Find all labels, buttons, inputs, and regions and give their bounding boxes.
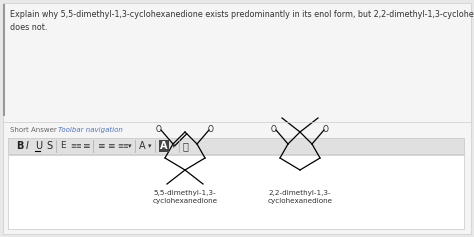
Text: E: E <box>60 141 65 150</box>
Text: U: U <box>35 141 42 151</box>
Bar <box>8 155 464 229</box>
Text: O: O <box>208 124 214 133</box>
Text: O: O <box>323 124 329 133</box>
Text: Short Answer: Short Answer <box>10 127 57 133</box>
Text: ≡: ≡ <box>82 141 90 150</box>
Text: 5,5-dimethyl-1,3-
cyclohexanedione: 5,5-dimethyl-1,3- cyclohexanedione <box>153 190 218 204</box>
Text: ≡: ≡ <box>97 141 104 150</box>
Text: O: O <box>271 124 277 133</box>
Text: I: I <box>26 141 29 151</box>
FancyBboxPatch shape <box>3 3 471 234</box>
Text: B: B <box>16 141 23 151</box>
Text: ≡≡: ≡≡ <box>117 143 129 149</box>
Text: O: O <box>156 124 162 133</box>
Text: ⤬: ⤬ <box>183 141 189 151</box>
Bar <box>159 140 169 152</box>
Text: ≡≡: ≡≡ <box>70 143 82 149</box>
Text: ▾: ▾ <box>172 143 175 149</box>
Text: S: S <box>46 141 52 151</box>
Text: Explain why 5,5-dimethyl-1,3-cyclohexanedione exists predominantly in its enol f: Explain why 5,5-dimethyl-1,3-cyclohexane… <box>10 10 474 32</box>
Bar <box>8 138 464 154</box>
Text: ▾: ▾ <box>148 143 152 149</box>
Text: Toolbar navigation: Toolbar navigation <box>58 127 123 133</box>
Text: ≡: ≡ <box>107 141 115 150</box>
Text: A: A <box>160 141 168 151</box>
Text: A: A <box>139 141 146 151</box>
Text: ▾: ▾ <box>128 143 131 149</box>
Text: 2,2-dimethyl-1,3-
cyclohexanedione: 2,2-dimethyl-1,3- cyclohexanedione <box>267 190 333 204</box>
